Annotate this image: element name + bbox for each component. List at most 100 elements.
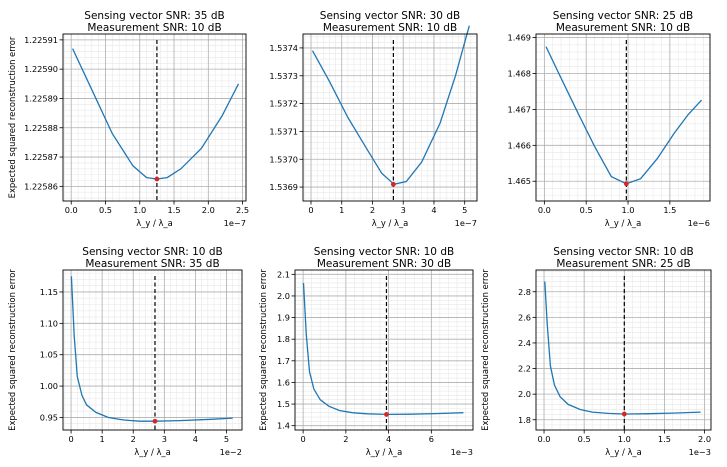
x-tick-label: 0.5 [580, 205, 593, 215]
chart-title: Sensing vector SNR: 10 dB [553, 246, 693, 258]
x-tick-label: 2 [343, 434, 348, 444]
x-tick-label: 6 [429, 434, 434, 444]
series-line [70, 276, 233, 422]
x-axis-multiplier: 1e−7 [455, 218, 477, 228]
x-tick-label: 3 [401, 205, 406, 215]
x-tick-label: 5 [462, 205, 467, 215]
y-tick-label: 2.6 [518, 312, 531, 322]
plot-frame [535, 33, 711, 202]
plot-frame [302, 33, 478, 202]
x-tick-label: 2.0 [698, 434, 711, 444]
x-axis-multiplier: 1e−2 [220, 447, 242, 457]
y-tick-label: 1.05 [40, 350, 58, 360]
optimum-marker [621, 411, 627, 417]
chart-title: Sensing vector SNR: 35 dB [84, 10, 224, 22]
x-axis-label: λ_y / λ_a [605, 447, 642, 457]
plot-frame [62, 33, 247, 202]
chart-title: Sensing vector SNR: 25 dB [553, 10, 693, 22]
x-tick-label: 0.0 [538, 205, 551, 215]
y-tick-label: 1.9 [277, 313, 290, 323]
x-tick-label: 2.0 [202, 205, 215, 215]
subplot-1: 0.0 0.5 1.0 1.5 2.0 2.5 1.22586 1.22587 1.22588 1… [7, 10, 249, 228]
x-axis-label: λ_y / λ_a [605, 218, 642, 228]
x-axis-multiplier: 1e−3 [689, 447, 711, 457]
x-tick-label: 0.0 [65, 205, 78, 215]
y-axis-label: Expected squared reconstruction error [7, 269, 17, 431]
chart-subtitle: Measurement SNR: 25 dB [556, 258, 690, 270]
optimum-marker [390, 181, 396, 187]
x-tick-label: 1 [339, 205, 344, 215]
chart-title: Sensing vector SNR: 30 dB [320, 10, 460, 22]
y-tick-label: 1.22587 [24, 152, 58, 162]
x-tick-label: 0.0 [538, 434, 551, 444]
x-axis-label: λ_y / λ_a [136, 218, 173, 228]
subplot-6: 0.0 0.5 1.0 1.5 2.0 1.8 2.0 2.2 2.4 2.6 2.8 Sensing… [480, 246, 712, 457]
subplot-2: 0 1 2 3 4 5 1.5369 1.5370 1.5371 1.5372 1.5373 1.53… [269, 10, 478, 228]
y-tick-label: 1.469 [508, 33, 531, 43]
x-tick-label: 0.5 [578, 434, 591, 444]
x-tick-label: 0.5 [99, 205, 112, 215]
chart-subtitle: Measurement SNR: 30 dB [317, 258, 451, 270]
y-axis-label: Expected squared reconstruction error [258, 269, 268, 431]
subplot-5: 0 2 4 6 1.4 1.5 1.6 1.7 1.8 1.9 2.0 2.1 Sensing vect… [258, 246, 474, 457]
series-line [544, 281, 701, 415]
y-tick-label: 2.8 [518, 287, 531, 297]
y-tick-label: 1.5374 [269, 43, 298, 53]
y-tick-label: 2.4 [518, 338, 531, 348]
series-line [302, 282, 464, 416]
x-tick-label: 1.0 [133, 205, 146, 215]
y-tick-label: 1.00 [40, 381, 58, 391]
y-tick-label: 1.5372 [269, 99, 298, 109]
x-tick-label: 4 [386, 434, 391, 444]
y-tick-label: 1.22588 [24, 123, 58, 133]
x-tick-label: 4 [431, 205, 436, 215]
y-tick-label: 1.5 [277, 399, 290, 409]
y-tick-label: 2.1 [277, 269, 290, 279]
x-axis-label: λ_y / λ_a [134, 447, 171, 457]
x-tick-label: 2 [131, 434, 136, 444]
y-tick-label: 1.466 [508, 140, 531, 150]
plot-frame [294, 269, 474, 431]
y-tick-label: 1.5371 [269, 126, 298, 136]
x-tick-label: 0 [308, 205, 313, 215]
subplot-4: 0 1 2 3 4 5 0.95 1.00 1.05 1.10 1.15 Sensing vector… [7, 246, 243, 457]
plot-frame [535, 269, 712, 431]
x-axis-label: λ_y / λ_a [366, 447, 403, 457]
x-tick-label: 0 [301, 434, 306, 444]
chart-subtitle: Measurement SNR: 10 dB [556, 22, 690, 34]
y-tick-label: 2.0 [277, 291, 290, 301]
optimum-marker [384, 412, 389, 417]
x-axis-multiplier: 1e−6 [688, 218, 710, 228]
y-tick-label: 1.22589 [24, 93, 58, 103]
x-tick-label: 2.5 [236, 205, 249, 215]
optimum-marker [623, 181, 629, 187]
x-tick-label: 1 [100, 434, 105, 444]
y-axis-label: Expected squared reconstruction error [480, 269, 490, 431]
plot-frame [62, 269, 243, 431]
subplot-3: 0.0 0.5 1.0 1.5 1.465 1.466 1.467 1.468 1.469 Sen… [508, 10, 711, 228]
x-tick-label: 0 [68, 434, 73, 444]
x-axis-label: λ_y / λ_a [372, 218, 409, 228]
chart-title: Sensing vector SNR: 10 dB [82, 246, 222, 258]
x-tick-label: 3 [162, 434, 167, 444]
y-tick-label: 1.467 [508, 104, 531, 114]
x-tick-label: 1.5 [658, 434, 671, 444]
y-axis-label: Expected squared reconstruction error [7, 36, 17, 198]
optimum-marker [152, 418, 158, 424]
y-tick-label: 1.5370 [269, 154, 298, 164]
x-tick-label: 4 [193, 434, 198, 444]
y-tick-label: 1.465 [508, 176, 531, 186]
series-line [72, 48, 240, 180]
chart-title: Sensing vector SNR: 10 dB [314, 246, 454, 258]
y-tick-label: 1.8 [277, 334, 290, 344]
x-tick-label: 1.0 [622, 205, 635, 215]
x-tick-label: 1.5 [663, 205, 676, 215]
y-tick-label: 1.10 [40, 318, 58, 328]
chart-subtitle: Measurement SNR: 35 dB [85, 258, 219, 270]
y-tick-label: 1.22590 [24, 64, 58, 74]
y-tick-label: 1.5373 [269, 71, 298, 81]
x-tick-label: 1.0 [618, 434, 631, 444]
y-tick-label: 1.22591 [24, 35, 58, 45]
y-tick-label: 2.0 [518, 389, 531, 399]
